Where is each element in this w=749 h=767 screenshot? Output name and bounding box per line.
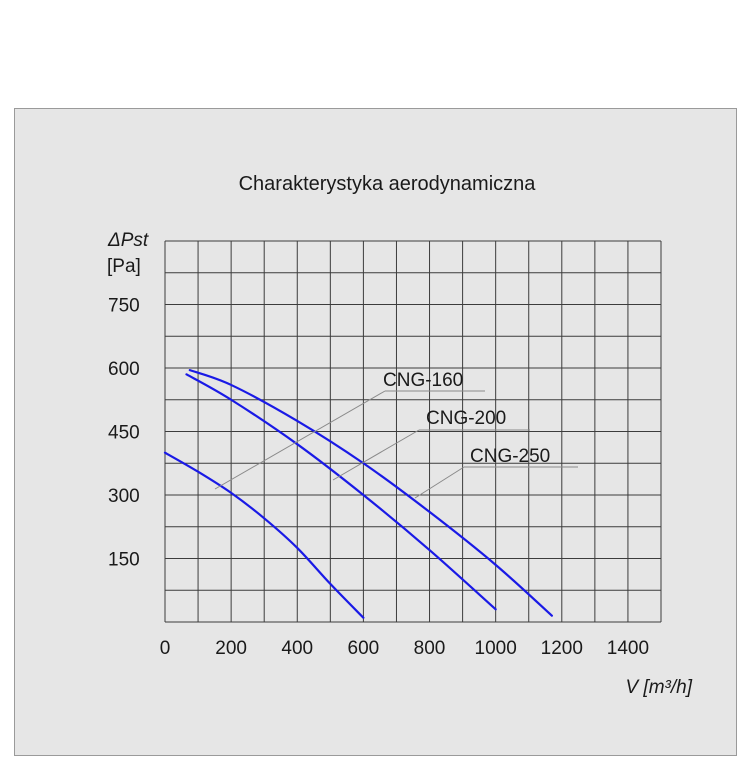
leader-line xyxy=(214,390,386,490)
series-line-cng-160 xyxy=(163,451,365,619)
y-tick-label: 750 xyxy=(108,296,140,317)
x-tick-labels: 0 200 400 600 800 1000 1200 1400 xyxy=(160,638,649,659)
chart-panel: Charakterystyka aerodynamiczna 150 300 450… xyxy=(14,108,737,756)
y-axis-symbol: ΔPst xyxy=(107,230,149,251)
x-tick-label: 1200 xyxy=(541,638,583,659)
x-axis-label: V [m³/h] xyxy=(625,677,692,698)
y-axis-label: ΔPst xyxy=(107,230,149,251)
y-tick-label: 300 xyxy=(108,486,140,507)
x-tick-label: 600 xyxy=(348,638,380,659)
series-line-cng-250 xyxy=(188,369,553,617)
y-axis-unit: [Pa] xyxy=(107,256,141,277)
curve-labels: CNG-160 CNG-200 CNG-250 xyxy=(214,370,578,499)
curves xyxy=(163,369,553,619)
leader-line xyxy=(414,466,465,499)
y-tick-label: 450 xyxy=(108,423,140,444)
series-line-cng-200 xyxy=(185,373,497,611)
x-tick-label: 800 xyxy=(414,638,446,659)
y-tick-label: 600 xyxy=(108,359,140,380)
x-tick-label: 1400 xyxy=(607,638,649,659)
chart-title: Charakterystyka aerodynamiczna xyxy=(239,173,537,195)
y-tick-labels: 150 300 450 600 750 xyxy=(108,296,140,571)
x-tick-label: 400 xyxy=(281,638,313,659)
series-label-cng-200: CNG-200 xyxy=(426,408,506,429)
x-tick-label: 0 xyxy=(160,638,171,659)
y-tick-label: 150 xyxy=(108,550,140,571)
leader-line xyxy=(332,429,420,481)
chart-canvas: Charakterystyka aerodynamiczna 150 300 450… xyxy=(107,173,693,698)
x-tick-label: 200 xyxy=(215,638,247,659)
x-tick-label: 1000 xyxy=(475,638,517,659)
series-label-cng-160: CNG-160 xyxy=(383,370,463,391)
series-label-cng-250: CNG-250 xyxy=(470,446,550,467)
grid xyxy=(164,240,662,623)
